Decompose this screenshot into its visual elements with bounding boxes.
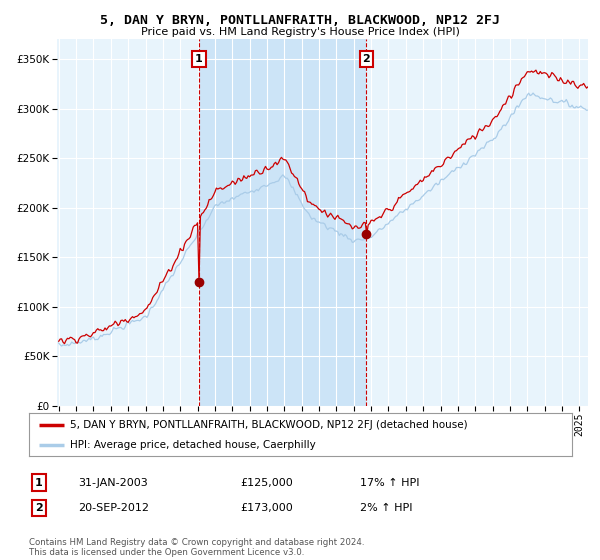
Text: 20-SEP-2012: 20-SEP-2012 [78, 503, 149, 513]
Text: 1: 1 [35, 478, 43, 488]
Text: 1: 1 [195, 54, 203, 64]
Text: 2: 2 [362, 54, 370, 64]
Text: Contains HM Land Registry data © Crown copyright and database right 2024.
This d: Contains HM Land Registry data © Crown c… [29, 538, 364, 557]
Text: 2% ↑ HPI: 2% ↑ HPI [360, 503, 413, 513]
Text: 5, DAN Y BRYN, PONTLLANFRAITH, BLACKWOOD, NP12 2FJ: 5, DAN Y BRYN, PONTLLANFRAITH, BLACKWOOD… [100, 14, 500, 27]
Bar [199, 39, 366, 406]
Text: 2: 2 [35, 503, 43, 513]
Text: 17% ↑ HPI: 17% ↑ HPI [360, 478, 419, 488]
Text: 5, DAN Y BRYN, PONTLLANFRAITH, BLACKWOOD, NP12 2FJ (detached house): 5, DAN Y BRYN, PONTLLANFRAITH, BLACKWOOD… [70, 420, 467, 430]
Text: HPI: Average price, detached house, Caerphilly: HPI: Average price, detached house, Caer… [70, 441, 315, 450]
Text: £125,000: £125,000 [240, 478, 293, 488]
Text: 31-JAN-2003: 31-JAN-2003 [78, 478, 148, 488]
Text: Price paid vs. HM Land Registry's House Price Index (HPI): Price paid vs. HM Land Registry's House … [140, 27, 460, 37]
Text: £173,000: £173,000 [240, 503, 293, 513]
